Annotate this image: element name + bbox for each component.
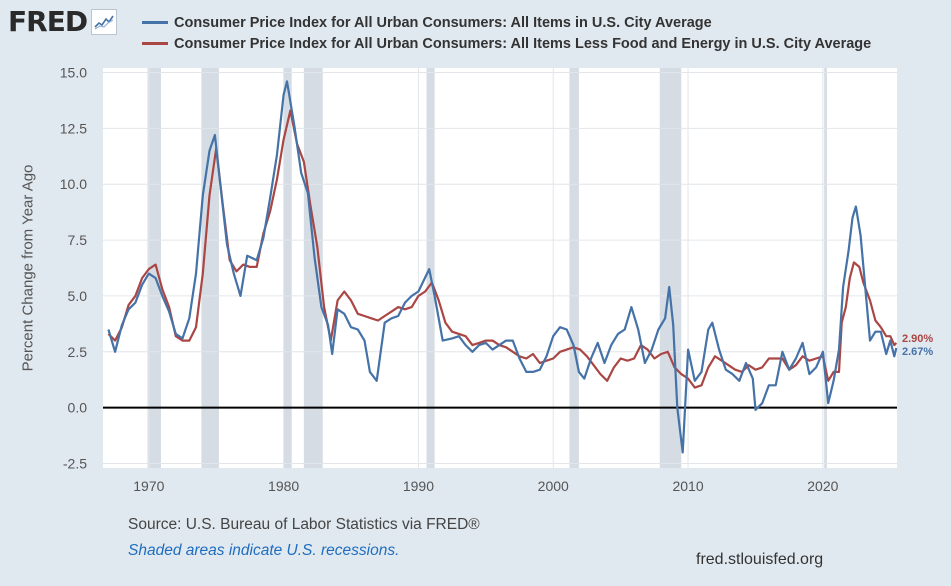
recession-shade	[201, 68, 219, 468]
x-tick-label: 2010	[672, 478, 703, 494]
recession-shade	[569, 68, 579, 468]
recession-shade	[426, 68, 435, 468]
end-value-label-all-items: 2.67%	[902, 346, 933, 358]
legend-swatch-all-items	[142, 21, 168, 24]
fred-logo[interactable]: FRED	[8, 5, 118, 38]
chart-header: FRED Consumer Price Index for All Urban …	[0, 0, 951, 58]
legend-item-all-items[interactable]: Consumer Price Index for All Urban Consu…	[142, 12, 871, 33]
y-axis-label: Percent Change from Year Ago	[19, 164, 37, 372]
legend-swatch-core	[142, 42, 168, 45]
y-tick-label: 15.0	[60, 64, 87, 80]
recession-shade	[283, 68, 292, 468]
end-value-label-core: 2.90%	[902, 333, 933, 345]
source-note: Source: U.S. Bureau of Labor Statistics …	[128, 516, 480, 533]
y-tick-label: 12.5	[60, 120, 87, 136]
x-tick-label: 2000	[538, 478, 569, 494]
chart-legend: Consumer Price Index for All Urban Consu…	[142, 12, 871, 54]
recession-note: Shaded areas indicate U.S. recessions.	[128, 542, 400, 559]
recession-shade	[824, 68, 827, 468]
y-tick-label: 7.5	[68, 232, 88, 248]
y-tick-label: 5.0	[68, 288, 88, 304]
x-tick-label: 1970	[133, 478, 164, 494]
fred-logo-text: FRED	[8, 5, 88, 38]
x-tick-label: 1980	[268, 478, 299, 494]
legend-label-core: Consumer Price Index for All Urban Consu…	[174, 35, 872, 52]
y-tick-label: 2.5	[68, 344, 88, 360]
fred-url[interactable]: fred.stlouisfed.org	[696, 551, 824, 568]
y-tick-label: 10.0	[60, 176, 87, 192]
series-line-core	[107, 109, 898, 389]
x-tick-label: 1990	[403, 478, 434, 494]
series-line-all-items	[107, 80, 898, 454]
legend-item-core[interactable]: Consumer Price Index for All Urban Consu…	[142, 33, 871, 54]
y-tick-label: -2.5	[63, 456, 87, 472]
x-tick-label: 2020	[807, 478, 838, 494]
line-chart-icon	[91, 9, 118, 35]
recession-shade	[147, 68, 161, 468]
y-tick-label: 0.0	[68, 400, 88, 416]
legend-label-all-items: Consumer Price Index for All Urban Consu…	[174, 14, 712, 31]
recession-shade	[303, 68, 323, 468]
